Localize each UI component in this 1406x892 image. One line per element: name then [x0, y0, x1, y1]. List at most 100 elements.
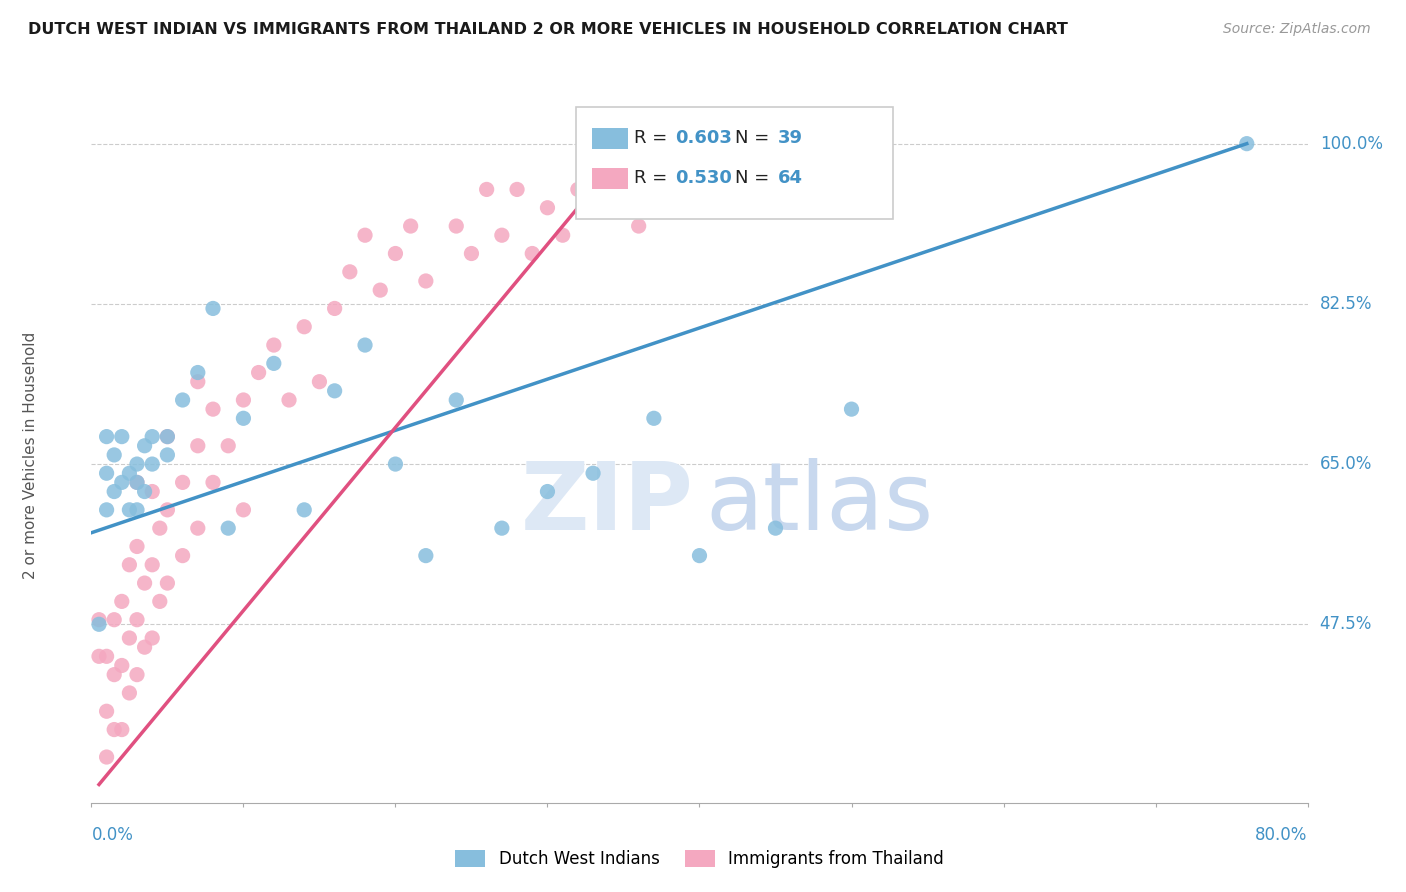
- Point: [323, 384, 346, 398]
- Text: DUTCH WEST INDIAN VS IMMIGRANTS FROM THAILAND 2 OR MORE VEHICLES IN HOUSEHOLD CO: DUTCH WEST INDIAN VS IMMIGRANTS FROM THA…: [28, 22, 1069, 37]
- Point: [247, 366, 270, 380]
- Point: [688, 173, 710, 187]
- Point: [202, 301, 225, 316]
- Legend: Dutch West Indians, Immigrants from Thailand: Dutch West Indians, Immigrants from Thai…: [449, 843, 950, 874]
- Point: [384, 457, 406, 471]
- Point: [551, 228, 574, 243]
- Point: [217, 521, 239, 535]
- Point: [103, 448, 125, 462]
- Point: [536, 201, 558, 215]
- Point: [96, 750, 118, 764]
- Point: [118, 503, 141, 517]
- Point: [118, 631, 141, 645]
- Text: 80.0%: 80.0%: [1256, 826, 1308, 844]
- Point: [643, 411, 665, 425]
- Point: [292, 319, 315, 334]
- Point: [475, 182, 498, 196]
- Point: [232, 503, 254, 517]
- Point: [156, 429, 179, 443]
- Point: [460, 246, 482, 260]
- Point: [141, 429, 163, 443]
- Text: N =: N =: [735, 129, 775, 147]
- Point: [718, 192, 741, 206]
- Point: [202, 475, 225, 490]
- Point: [103, 723, 125, 737]
- Point: [202, 402, 225, 417]
- Point: [103, 613, 125, 627]
- Text: 2 or more Vehicles in Household: 2 or more Vehicles in Household: [22, 331, 38, 579]
- Point: [125, 457, 148, 471]
- Point: [491, 228, 513, 243]
- Point: [156, 576, 179, 591]
- Text: N =: N =: [735, 169, 775, 187]
- Point: [125, 475, 148, 490]
- Point: [399, 219, 422, 233]
- Point: [118, 467, 141, 481]
- Point: [841, 402, 863, 417]
- Point: [627, 219, 650, 233]
- Point: [111, 429, 134, 443]
- Point: [187, 521, 209, 535]
- Point: [598, 182, 620, 196]
- Point: [384, 246, 406, 260]
- Point: [111, 594, 134, 608]
- Text: atlas: atlas: [706, 458, 934, 549]
- Point: [134, 439, 156, 453]
- Point: [263, 356, 285, 370]
- Point: [125, 540, 148, 554]
- Point: [96, 429, 118, 443]
- Point: [688, 549, 710, 563]
- Point: [118, 686, 141, 700]
- Text: 100.0%: 100.0%: [1320, 135, 1382, 153]
- Text: ZIP: ZIP: [520, 458, 693, 549]
- Point: [118, 558, 141, 572]
- Point: [506, 182, 529, 196]
- Point: [149, 594, 172, 608]
- Point: [415, 549, 437, 563]
- Point: [217, 439, 239, 453]
- Text: 47.5%: 47.5%: [1320, 615, 1372, 633]
- Point: [368, 283, 391, 297]
- Point: [111, 723, 134, 737]
- Point: [354, 228, 377, 243]
- Point: [125, 475, 148, 490]
- Point: [125, 667, 148, 681]
- Point: [111, 658, 134, 673]
- Point: [156, 448, 179, 462]
- Point: [172, 392, 194, 407]
- Point: [567, 182, 589, 196]
- Point: [444, 219, 467, 233]
- Point: [156, 503, 179, 517]
- Point: [134, 484, 156, 499]
- Point: [96, 649, 118, 664]
- Point: [87, 613, 110, 627]
- Point: [96, 503, 118, 517]
- Text: 0.603: 0.603: [675, 129, 731, 147]
- Point: [232, 411, 254, 425]
- Point: [125, 613, 148, 627]
- Point: [187, 366, 209, 380]
- Point: [354, 338, 377, 352]
- Point: [87, 617, 110, 632]
- Point: [125, 503, 148, 517]
- Point: [308, 375, 330, 389]
- Text: 82.5%: 82.5%: [1320, 295, 1372, 313]
- Point: [339, 265, 361, 279]
- Point: [141, 631, 163, 645]
- Point: [103, 484, 125, 499]
- Point: [172, 549, 194, 563]
- Point: [111, 475, 134, 490]
- Point: [149, 521, 172, 535]
- Point: [491, 521, 513, 535]
- Text: Source: ZipAtlas.com: Source: ZipAtlas.com: [1223, 22, 1371, 37]
- Point: [87, 649, 110, 664]
- Point: [278, 392, 301, 407]
- Point: [141, 558, 163, 572]
- Text: 65.0%: 65.0%: [1320, 455, 1372, 473]
- Point: [103, 667, 125, 681]
- Point: [292, 503, 315, 517]
- Point: [187, 439, 209, 453]
- Point: [141, 484, 163, 499]
- Point: [415, 274, 437, 288]
- Point: [232, 392, 254, 407]
